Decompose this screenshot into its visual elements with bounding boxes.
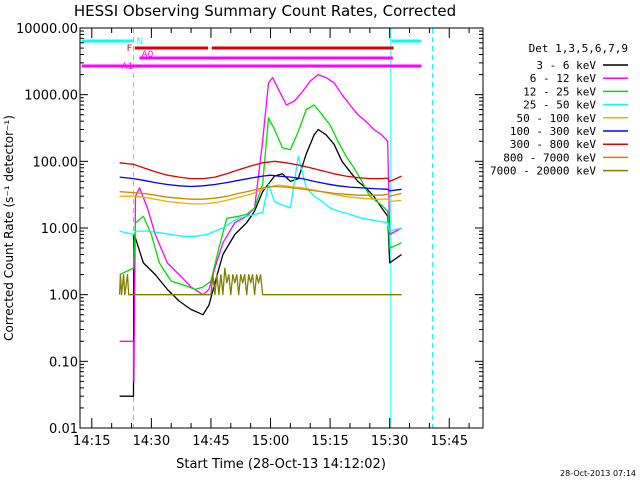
legend-entry-label: 6 - 12 keV — [530, 72, 597, 85]
series-line-0 — [119, 128, 402, 397]
y-tick-label: 0.01 — [49, 422, 78, 437]
legend-entry-label: 300 - 800 keV — [510, 138, 596, 151]
x-tick-label: 15:15 — [311, 434, 348, 449]
x-tick-label: 14:45 — [192, 434, 229, 449]
legend-entry-label: 100 - 300 keV — [510, 125, 596, 138]
y-tick-label: 100.00 — [33, 155, 79, 170]
legend-entry-label: 7000 - 20000 keV — [490, 165, 596, 178]
y-tick-label: 1.00 — [49, 289, 78, 304]
status-bar-label-a1: A1 — [121, 62, 133, 72]
status-bar-label-n: N — [136, 37, 143, 47]
status-bar-label-a0: A0 — [141, 50, 153, 60]
chart-title: HESSI Observing Summary Count Rates, Cor… — [74, 2, 456, 20]
y-tick-label: 1000.00 — [24, 89, 78, 104]
series-line-2 — [119, 104, 402, 291]
series-line-8 — [118, 267, 402, 296]
series-line-7 — [119, 185, 402, 200]
series-line-1 — [119, 73, 402, 383]
series-line-6 — [119, 160, 402, 183]
series-line-5 — [119, 174, 402, 192]
y-tick-label: 10000.00 — [16, 22, 78, 37]
x-tick-label: 14:15 — [73, 434, 110, 449]
legend-entry-label: 12 - 25 keV — [523, 85, 596, 98]
legend-entry-label: 50 - 100 keV — [517, 112, 597, 125]
x-tick-label: 15:30 — [371, 434, 408, 449]
plot-frame — [79, 27, 484, 429]
legend-entry-label: 800 - 7000 keV — [503, 151, 596, 164]
legend-entry-label: 25 - 50 keV — [523, 99, 596, 112]
legend-title: Det 1,3,5,6,7,9 — [529, 42, 628, 55]
y-axis-label: Corrected Count Rate (s⁻¹ detector⁻¹) — [2, 115, 16, 341]
x-tick-label: 14:30 — [133, 434, 170, 449]
axes-layer: 10000.001000.00100.0010.001.000.100.0114… — [16, 22, 483, 449]
y-tick-label: 0.10 — [49, 355, 78, 370]
bars-layer: F A0 A1 N — [81, 28, 434, 428]
x-tick-label: 15:00 — [252, 434, 289, 449]
x-tick-label: 15:45 — [431, 434, 468, 449]
series-layer — [118, 73, 402, 397]
status-bar-label-f: F — [127, 44, 132, 54]
y-tick-label: 10.00 — [41, 222, 78, 237]
x-axis-label: Start Time (28-Oct-13 14:12:02) — [176, 457, 386, 472]
legend-entry-label: 3 - 6 keV — [536, 59, 596, 72]
series-line-3 — [119, 155, 402, 237]
footer-timestamp: 28-Oct-2013 07:14 — [560, 469, 636, 478]
